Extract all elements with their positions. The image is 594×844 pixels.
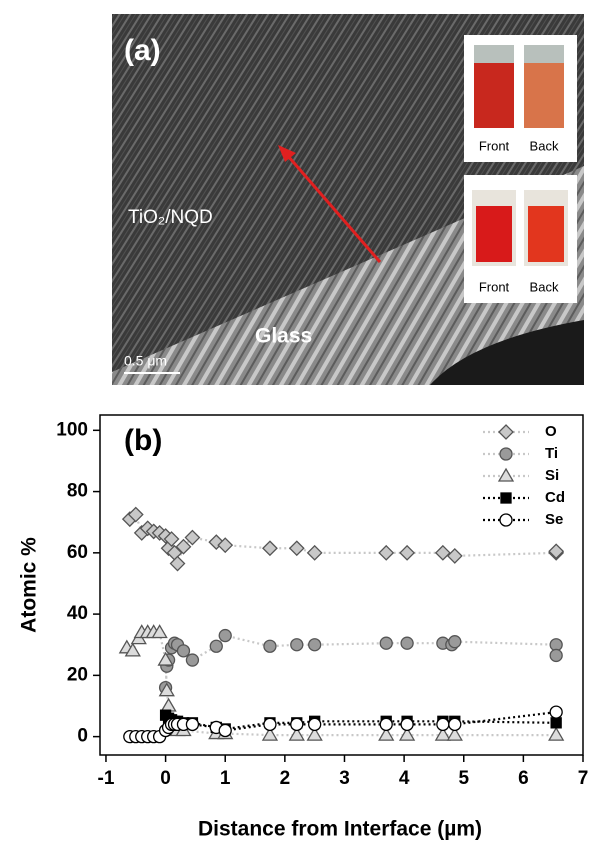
inset-label: Front xyxy=(479,138,510,153)
panel-label: (a) xyxy=(124,34,161,67)
marker xyxy=(550,649,562,661)
micrograph xyxy=(112,14,584,385)
x-tick-label: 1 xyxy=(220,768,231,789)
marker xyxy=(401,718,413,730)
x-tick-label: 3 xyxy=(339,768,350,789)
x-tick-label: 6 xyxy=(518,768,529,789)
marker xyxy=(449,718,461,730)
marker xyxy=(500,514,512,526)
x-tick-label: 5 xyxy=(458,768,469,789)
marker xyxy=(309,718,321,730)
marker xyxy=(291,639,303,651)
marker xyxy=(186,654,198,666)
marker xyxy=(308,546,322,560)
marker xyxy=(436,546,450,560)
marker xyxy=(219,630,231,642)
figure: (a) TiO₂/NQD Glass 0.5 μm Front Back Fro… xyxy=(0,0,594,844)
x-tick-label: 7 xyxy=(578,768,589,789)
x-tick-label: 0 xyxy=(160,768,171,789)
y-tick-label: 80 xyxy=(67,481,88,502)
series-line xyxy=(166,636,557,688)
marker xyxy=(499,425,513,439)
scale-bar-label: 0.5 μm xyxy=(124,353,167,369)
marker xyxy=(264,640,276,652)
panel-label: (b) xyxy=(124,424,162,457)
marker xyxy=(380,718,392,730)
plot-frame xyxy=(100,415,583,755)
x-tick-label: 2 xyxy=(280,768,291,789)
marker xyxy=(309,639,321,651)
marker xyxy=(501,493,511,503)
y-tick-label: 60 xyxy=(67,542,88,563)
y-tick-label: 0 xyxy=(77,726,88,747)
marker xyxy=(549,544,563,558)
legend-label: Ti xyxy=(545,445,558,462)
marker xyxy=(162,699,176,711)
marker xyxy=(291,718,303,730)
legend-label: Si xyxy=(545,467,559,484)
marker xyxy=(219,724,231,736)
marker xyxy=(400,546,414,560)
marker xyxy=(290,541,304,555)
marker xyxy=(264,718,276,730)
marker xyxy=(500,448,512,460)
layer-label: Glass xyxy=(255,325,312,348)
marker xyxy=(549,728,563,740)
marker xyxy=(499,469,513,481)
x-axis-label: Distance from Interface (µm) xyxy=(198,818,482,841)
marker xyxy=(401,637,413,649)
marker xyxy=(449,636,461,648)
legend-label: Cd xyxy=(545,489,565,506)
layer-label: TiO₂/NQD xyxy=(128,207,213,228)
marker xyxy=(437,718,449,730)
marker xyxy=(186,718,198,730)
marker xyxy=(550,706,562,718)
legend-label: Se xyxy=(545,511,563,528)
marker xyxy=(210,640,222,652)
y-tick-label: 20 xyxy=(67,664,88,685)
inset-label: Back xyxy=(530,279,559,294)
legend-label: O xyxy=(545,423,557,440)
x-tick-label: -1 xyxy=(98,768,115,789)
y-tick-label: 100 xyxy=(56,419,88,440)
marker xyxy=(379,546,393,560)
x-tick-label: 4 xyxy=(399,768,410,789)
marker xyxy=(263,541,277,555)
inset-label: Front xyxy=(479,279,510,294)
y-axis-label: Atomic % xyxy=(18,537,41,633)
marker xyxy=(551,718,561,728)
marker xyxy=(177,645,189,657)
inset-label: Back xyxy=(530,138,559,153)
marker xyxy=(380,637,392,649)
marker xyxy=(448,549,462,563)
y-tick-label: 40 xyxy=(67,603,88,624)
